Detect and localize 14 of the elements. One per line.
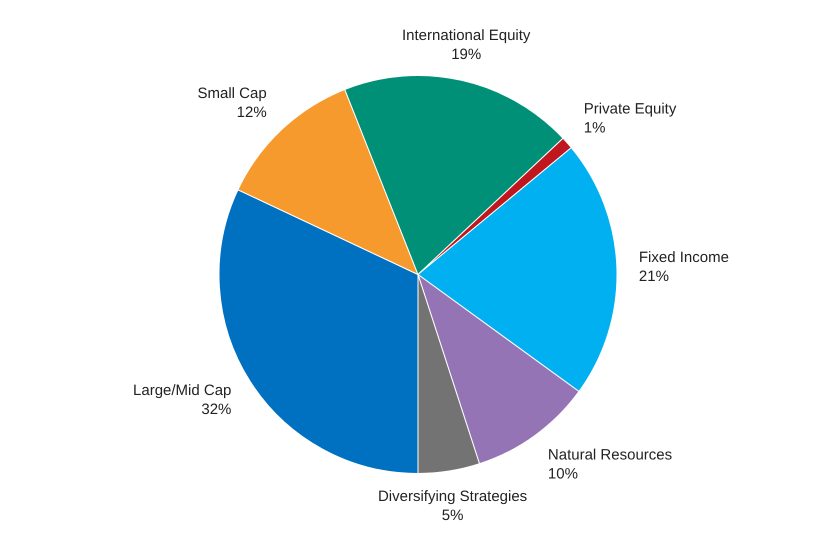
slice-label: Natural Resources xyxy=(548,446,672,464)
slice-label: Large/Mid Cap xyxy=(133,382,232,400)
data-label: 10% xyxy=(548,465,578,482)
slice-label: Small Cap xyxy=(198,84,267,102)
slice-label: Fixed Income xyxy=(638,248,729,266)
data-label: 19% xyxy=(451,46,482,63)
data-label: 12% xyxy=(236,104,267,121)
slice-label: Private Equity xyxy=(584,100,677,118)
data-label: 32% xyxy=(201,401,232,418)
slice-label: International Equity xyxy=(402,26,531,44)
slice-label: Diversifying Strategies xyxy=(378,488,528,506)
data-label: 5% xyxy=(442,507,464,524)
data-label: 1% xyxy=(584,120,606,137)
data-label: 21% xyxy=(638,268,669,285)
